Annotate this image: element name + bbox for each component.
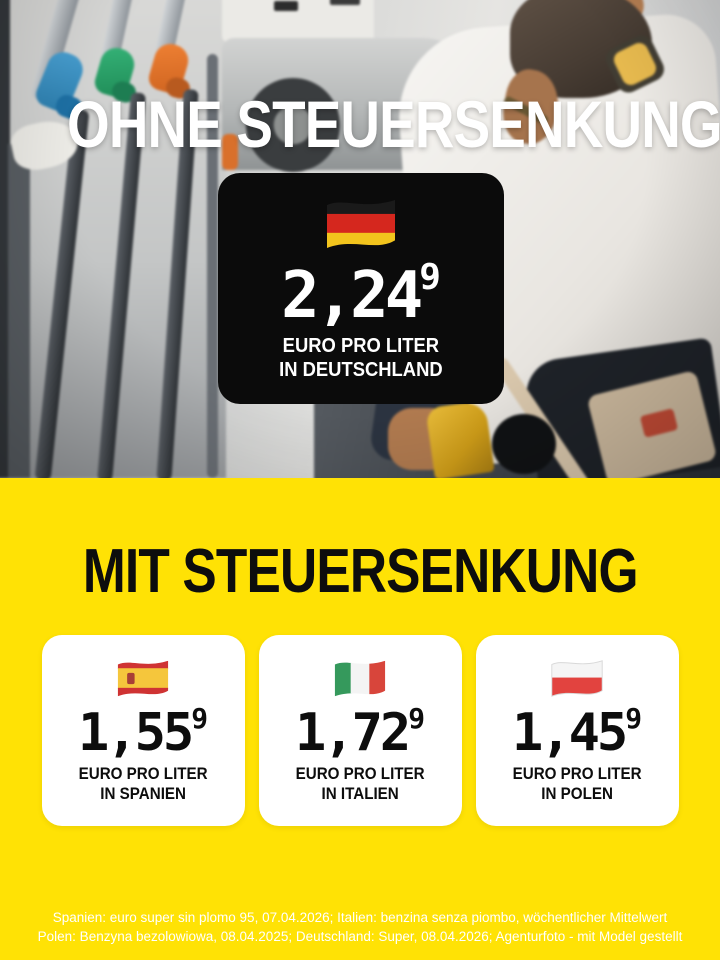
label-line2: IN SPANIEN [100,785,186,803]
germany-flag-icon [326,199,396,248]
pump-frame-bar [0,0,10,478]
fuel-filler-opening [492,414,556,474]
headline-text: OHNE STEUERSENKUNG [67,87,720,161]
price-superscript: 9 [625,701,643,735]
price-superscript: 9 [419,256,441,298]
italy-price-card: 1,729 EURO PRO LITER IN ITALIEN [258,635,462,826]
headline-text: MIT STEUERSENKUNG [82,537,639,606]
label-line2: IN DEUTSCHLAND [279,358,443,381]
price-superscript: 9 [191,701,209,735]
price-poland: 1,459 [512,701,643,759]
tax-cut-section: MIT STEUERSENKUNG 1,559 EURO PRO LITER I… [0,478,720,960]
orange-object [222,134,238,170]
poland-price-card: 1,459 EURO PRO LITER IN POLEN [475,635,679,826]
footnote-line2: Polen: Benzyna bezolowiowa, 08.04.2025; … [37,929,683,945]
headline-without-tax-cut: OHNE STEUERSENKUNG [0,86,720,162]
price-superscript: 9 [408,701,426,735]
label-line1: EURO PRO LITER [295,764,425,783]
photo-section: OHNE STEUERSENKUNG 2,249 EURO PRO LITER … [0,0,720,478]
price-spain: 1,559 [78,701,209,759]
headline-with-tax-cut: MIT STEUERSENKUNG [0,478,720,607]
price-italy: 1,729 [295,701,426,759]
price-label-spain: EURO PRO LITER IN SPANIEN [78,764,207,804]
pump-machine-slot [330,0,360,5]
italy-flag-icon [334,660,386,697]
spain-price-card: 1,559 EURO PRO LITER IN SPANIEN [41,635,245,826]
label-line1: EURO PRO LITER [78,764,208,783]
country-cards-row: 1,559 EURO PRO LITER IN SPANIEN 1,729 EU… [0,635,720,826]
car-wheel [246,78,340,172]
source-footnote: Spanien: euro super sin plomo 95, 07.04.… [0,909,720,947]
germany-price-card: 2,249 EURO PRO LITER IN DEUTSCHLAND [218,173,504,404]
label-line2: IN ITALIEN [321,785,399,803]
pump-machine-top [222,0,374,42]
nozzle-pipe [207,54,218,478]
poland-flag-icon [551,660,603,697]
price-label-germany: EURO PRO LITER IN DEUTSCHLAND [279,335,443,382]
price-germany: 2,249 [281,256,441,328]
pump-machine-slot [274,1,298,11]
label-line2: IN POLEN [541,785,613,803]
pump-frame-bar [8,144,30,478]
label-line1: EURO PRO LITER [282,334,440,357]
price-value: 1,72 [294,702,411,763]
spain-flag-icon [117,660,169,697]
price-value: 2,24 [281,258,423,333]
label-line1: EURO PRO LITER [512,764,642,783]
price-value: 1,55 [77,702,194,763]
price-label-poland: EURO PRO LITER IN POLEN [512,764,641,804]
price-label-italy: EURO PRO LITER IN ITALIEN [295,764,424,804]
price-value: 1,45 [511,702,628,763]
footnote-line1: Spanien: euro super sin plomo 95, 07.04.… [52,910,668,926]
